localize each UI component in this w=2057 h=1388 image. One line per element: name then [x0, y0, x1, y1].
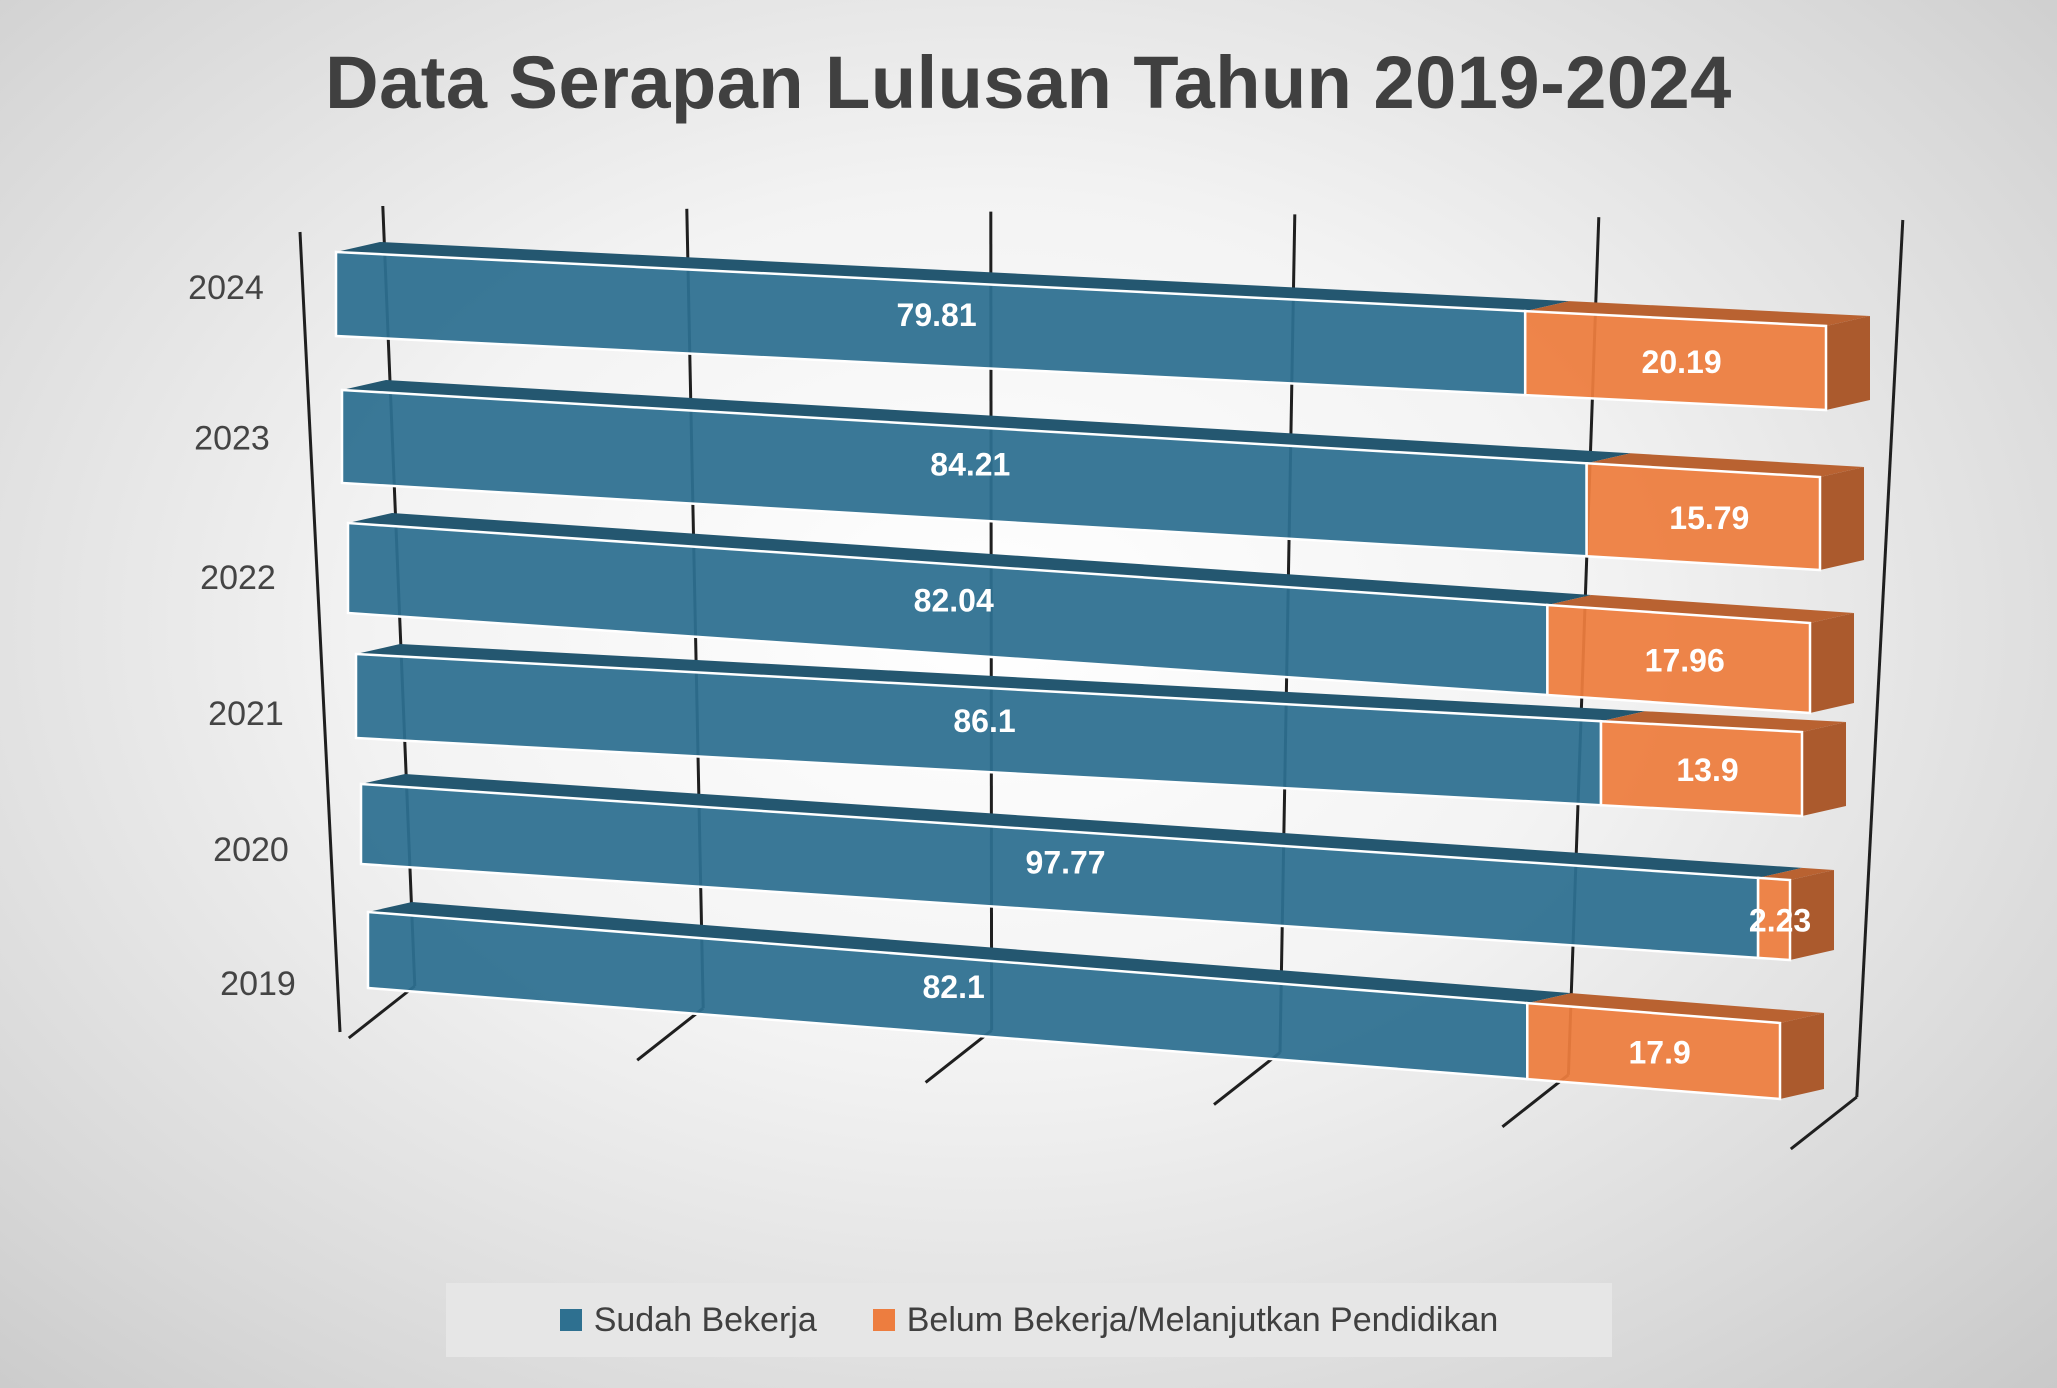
- bar-2020-series-2: [1756, 867, 1834, 962]
- legend-item-sudah-bekerja: Sudah Bekerja: [559, 1300, 817, 1340]
- bar-2024-series-2: [1523, 301, 1870, 412]
- floor-line-x-0: [347, 984, 416, 1040]
- bar-2021-series-2: [1599, 711, 1846, 818]
- data-label-2020-series-2: 2.23: [1749, 902, 1811, 938]
- category-label-2023: 2023: [194, 419, 270, 457]
- floor-line-x-40: [924, 1029, 993, 1084]
- data-label-2024-series-1: 79.81: [897, 297, 977, 333]
- gridline-x-100: [1855, 219, 1905, 1098]
- category-labels: 2024 2023 2022 2021 2020 2019: [188, 269, 296, 1003]
- data-label-2022-series-2: 17.96: [1645, 642, 1725, 678]
- data-label-2019-series-1: 82.1: [922, 969, 984, 1005]
- legend-item-belum-bekerja: Belum Bekerja/Melanjutkan Pendidikan: [872, 1300, 1499, 1340]
- floor-line-x-60: [1213, 1051, 1281, 1106]
- category-label-2019: 2019: [220, 965, 296, 1003]
- data-label-2021-series-1: 86.1: [953, 703, 1015, 739]
- bars: [334, 242, 1870, 1101]
- legend: Sudah Bekerja Belum Bekerja/Melanjutkan …: [446, 1283, 1612, 1357]
- data-label-2024-series-2: 20.19: [1642, 344, 1722, 380]
- category-label-2024: 2024: [188, 269, 264, 307]
- data-label-2020-series-1: 97.77: [1026, 844, 1106, 880]
- bar-2023-series-2: [1585, 453, 1864, 572]
- data-labels: 79.81 20.19 84.21 15.79 82.04 17.96 86.1 13.9 97…: [897, 297, 1812, 1071]
- legend-label-belum-bekerja: Belum Bekerja/Melanjutkan Pendidikan: [906, 1300, 1499, 1339]
- data-label-2023-series-1: 84.21: [930, 447, 1010, 483]
- data-label-2022-series-1: 82.04: [914, 582, 994, 618]
- category-label-2020: 2020: [213, 831, 289, 869]
- legend-swatch-belum-bekerja: [872, 1309, 895, 1331]
- legend-label-sudah-bekerja: Sudah Bekerja: [593, 1300, 817, 1339]
- floor-line-x-20: [636, 1007, 705, 1062]
- floor-line-x-100: [1789, 1095, 1858, 1151]
- data-label-2023-series-2: 15.79: [1669, 500, 1749, 536]
- category-label-2021: 2021: [208, 695, 284, 733]
- bar-2019-series-2: [1526, 993, 1824, 1101]
- category-label-2022: 2022: [200, 559, 276, 597]
- bar-2022-series-2: [1546, 595, 1854, 715]
- chart-title: Data Serapan Lulusan Tahun 2019-2024: [325, 41, 1732, 124]
- legend-swatch-sudah-bekerja: [559, 1309, 582, 1331]
- data-label-2019-series-2: 17.9: [1628, 1035, 1690, 1071]
- category-axis-line: [298, 231, 342, 1033]
- data-label-2021-series-2: 13.9: [1676, 752, 1738, 788]
- floor-line-x-80: [1501, 1073, 1570, 1128]
